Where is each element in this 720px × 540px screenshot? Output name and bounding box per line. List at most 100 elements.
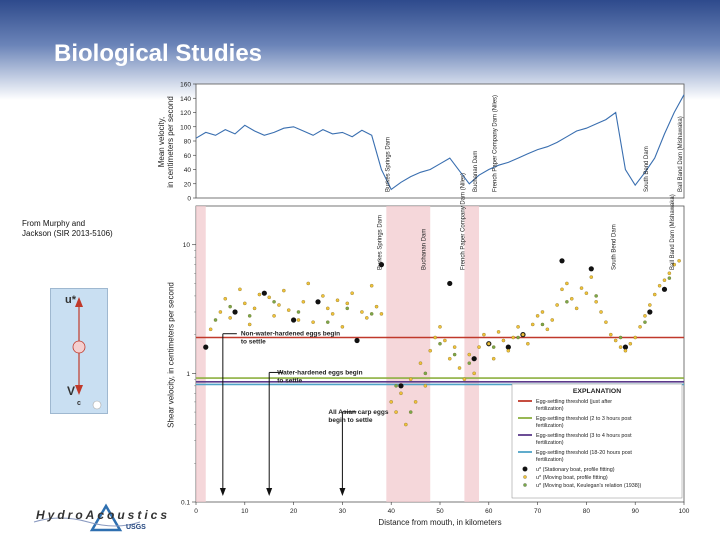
- point-s1-3: [228, 316, 232, 320]
- point-s1-31: [394, 410, 398, 414]
- legend-threshold-text-2-0: Egg-settling threshold (3 to 4 hours pos…: [536, 433, 632, 439]
- point-s1-60: [535, 314, 540, 318]
- point-s1-29: [379, 312, 384, 316]
- point-s1-5: [243, 301, 247, 306]
- point-s0-5: [354, 337, 360, 344]
- annotation-text-1-1: to settle: [277, 377, 302, 384]
- point-s1-10: [272, 314, 276, 318]
- point-s1-22: [340, 325, 345, 329]
- point-s1-78: [623, 348, 628, 353]
- point-s1-49: [482, 332, 486, 337]
- point-s1-17: [311, 320, 315, 324]
- point-s1-23: [345, 301, 350, 306]
- top-chart-frame: [195, 83, 685, 199]
- point-s1-1: [218, 310, 223, 314]
- point-s1-80: [633, 335, 637, 340]
- point-s1-34: [408, 377, 413, 381]
- point-s1-26: [365, 316, 369, 320]
- main-dam-label-0: Burkes Springs Dam: [377, 215, 383, 270]
- point-s1-50: [487, 341, 491, 346]
- legend-threshold-text-3-0: Egg-settling threshold (18-20 hours post: [536, 450, 632, 456]
- point-s1-53: [501, 338, 506, 343]
- mean-velocity-chart: 0 20 40 60 80 100 120 140 160 Burkes Springs Dam B…: [180, 82, 685, 203]
- point-s1-38: [428, 348, 432, 353]
- top-ytick-label-6: 120: [180, 110, 191, 117]
- point-s1-82: [643, 314, 647, 318]
- annotation-text-2-1: begin to settle: [328, 417, 372, 424]
- point-s1-33: [404, 422, 408, 427]
- legend-series-text-1: u* (Moving boat, profile fitting): [536, 475, 608, 481]
- top-ytick-label-2: 40: [184, 167, 192, 174]
- point-s1-55: [511, 335, 515, 340]
- main-xtick-label-5: 50: [436, 508, 444, 515]
- point-s1-77: [618, 345, 623, 349]
- point-s1-75: [609, 332, 613, 337]
- main-xtick-label-2: 20: [290, 508, 298, 515]
- legend-threshold-text-2-1: fertilization): [536, 440, 564, 446]
- main-xtick-label-3: 30: [339, 508, 347, 515]
- point-s1-81: [638, 325, 642, 329]
- point-s1-85: [657, 283, 662, 288]
- point-s1-86: [662, 278, 667, 282]
- point-s1-65: [560, 287, 564, 292]
- point-s2-16: [540, 322, 545, 327]
- point-s1-76: [613, 338, 618, 343]
- point-s0-8: [447, 280, 453, 287]
- point-s1-35: [413, 400, 418, 404]
- legend-threshold-text-1-1: fertilization): [536, 423, 564, 429]
- point-s2-20: [643, 320, 647, 324]
- point-s1-47: [472, 371, 476, 376]
- top-ytick-label-5: 100: [180, 124, 191, 131]
- point-s1-32: [399, 391, 403, 396]
- point-s0-13: [559, 258, 565, 264]
- point-s1-67: [570, 297, 574, 301]
- point-s2-9: [408, 410, 413, 414]
- credit-line-2: Jackson (SIR 2013-5106): [22, 229, 113, 238]
- point-s1-57: [521, 332, 525, 337]
- source-credit: From Murphy and Jackson (SIR 2013-5106): [22, 219, 113, 239]
- point-s1-6: [247, 322, 252, 327]
- annotation-text-0-0: Non-water-hardened eggs begin: [241, 331, 340, 338]
- point-s2-0: [213, 318, 218, 322]
- point-s1-21: [335, 298, 340, 303]
- main-dam-label-3: South Bend Dam: [612, 224, 618, 270]
- shaded-range-1: [386, 206, 431, 502]
- header-banner: [0, 0, 720, 100]
- point-s1-14: [296, 318, 301, 322]
- point-s1-24: [350, 291, 354, 295]
- point-s1-64: [555, 303, 559, 307]
- point-s0-17: [661, 286, 668, 292]
- top-ytick-label-0: 0: [187, 196, 191, 203]
- point-s1-51: [491, 356, 496, 361]
- point-s1-41: [443, 338, 447, 343]
- point-s0-11: [505, 344, 511, 350]
- point-s0-16: [647, 309, 653, 315]
- point-s1-54: [506, 348, 511, 353]
- main-xtick-label-9: 90: [632, 508, 640, 515]
- point-s1-73: [599, 310, 603, 314]
- top-dam-label-0: Burkes Springs Dam: [385, 137, 391, 192]
- point-s2-3: [272, 300, 276, 304]
- credit-line-1: From Murphy and: [22, 219, 86, 228]
- point-s0-0: [203, 344, 209, 350]
- point-s1-59: [530, 322, 535, 327]
- main-chart-xlabel: Distance from mouth, in kilometers: [378, 518, 502, 527]
- annotation-arrow-head-0: [219, 488, 226, 496]
- legend-swatch-series-0: [522, 466, 528, 472]
- shaded-range-2: [464, 206, 480, 502]
- point-s0-4: [315, 299, 321, 305]
- point-s2-15: [516, 335, 520, 340]
- logo-word: HydroAcoustics: [36, 508, 171, 522]
- point-s1-74: [604, 320, 608, 324]
- main-xtick-label-1: 10: [241, 508, 249, 515]
- main-ytick-label-0: 0.1: [181, 500, 190, 507]
- point-s1-9: [267, 295, 271, 300]
- main-dam-label-1: Buchanan Dam: [421, 229, 427, 270]
- point-s1-18: [321, 294, 325, 298]
- point-s0-7: [398, 383, 404, 389]
- legend-series-text-0: u* (Stationary boat, profile fitting): [536, 467, 615, 473]
- point-s1-39: [433, 335, 437, 340]
- diagram-top-label: u*: [65, 294, 77, 306]
- legend-swatch-series-1: [523, 475, 527, 479]
